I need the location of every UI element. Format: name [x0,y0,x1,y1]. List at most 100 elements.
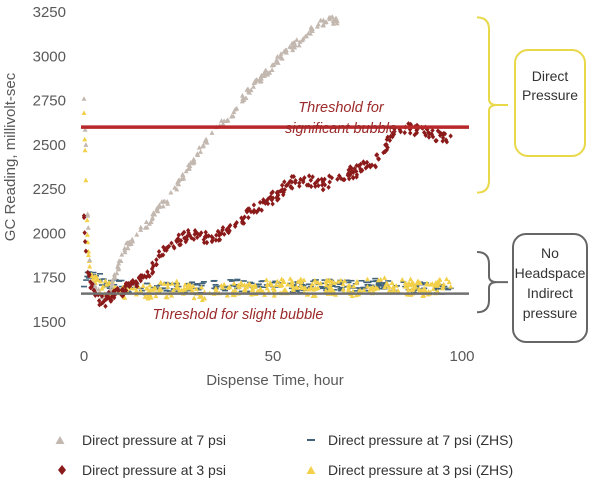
scatter-point [353,168,359,175]
scatter-point [227,279,234,281]
scatter-point [332,280,338,285]
scatter-point [373,164,378,170]
scatter-point [312,277,318,283]
scatter-point [248,87,254,93]
scatter-point [90,271,97,274]
plot-points [81,14,454,309]
scatter-point [264,282,270,287]
scatter-point [269,190,274,196]
scatter-point [134,283,140,289]
scatter-point [315,21,321,27]
scatter-point [446,279,452,285]
scatter-point [89,283,94,290]
scatter-point [422,129,427,136]
scatter-point [143,219,149,224]
scatter-point [160,252,166,258]
scatter-point [304,182,310,188]
scatter-point [122,249,128,255]
scatter-point [448,283,454,289]
scatter-point [274,278,280,284]
scatter-point [390,284,396,289]
scatter-point [358,279,365,282]
scatter-point [402,283,408,289]
scatter-point [85,213,91,218]
scatter-point [143,282,150,285]
scatter-point [323,282,329,288]
scatter-point [240,220,245,226]
scatter-point [258,280,265,283]
scatter-point [202,234,208,240]
scatter-point [298,283,304,288]
scatter-point [213,287,219,293]
scatter-point [445,288,452,291]
scatter-point [374,152,380,158]
scatter-point [348,279,355,282]
scatter-point [199,284,205,290]
scatter-point [344,279,351,282]
scatter-point [321,279,328,281]
scatter-point [189,235,194,241]
legend-label-7psi: Direct pressure at 7 psi [82,432,226,448]
scatter-point [353,280,359,286]
scatter-point [223,285,230,288]
scatter-point [234,278,241,281]
scatter-point [145,294,151,300]
scatter-point [395,288,401,293]
scatter-point [290,287,296,292]
scatter-point [305,283,312,286]
scatter-point [251,80,257,85]
scatter-point [164,198,170,204]
scatter-point [360,286,367,289]
scatter-point [290,47,296,53]
scatter-point [382,275,388,280]
scatter-point [376,156,382,162]
scatter-point [176,285,181,291]
scatter-point [191,158,197,163]
bracket-direct-path [476,16,498,194]
scatter-point [327,283,333,289]
bracket-no-headspace-label-3: Indirect [527,285,573,301]
scatter-point [217,230,222,236]
scatter-point [87,257,93,262]
scatter-point [256,206,262,212]
scatter-point [192,231,197,237]
scatter-point [138,275,143,282]
scatter-point [100,299,106,306]
scatter-point [225,285,231,290]
scatter-point [182,282,188,287]
scatter-point [428,282,434,287]
scatter-point [240,280,247,282]
scatter-point [84,217,90,223]
scatter-point [383,282,389,287]
scatter-point [127,283,132,290]
scatter-point [81,110,87,115]
scatter-point [178,287,184,293]
scatter-point [216,237,221,243]
scatter-point [372,277,379,280]
bracket-no-headspace-label-4: pressure [523,305,578,321]
legend-triangle-gray-icon [55,436,65,444]
scatter-point [358,161,363,167]
scatter-point [82,147,88,153]
scatter-point [193,283,200,286]
scatter-point [426,134,432,140]
scatter-point [154,285,161,287]
scatter-point [433,279,439,285]
scatter-point [293,177,298,184]
scatter-point [187,232,193,238]
scatter-point [365,163,370,169]
scatter-point [224,292,230,298]
scatter-point [269,282,275,287]
scatter-point [352,290,359,292]
scatter-point [315,279,321,285]
scatter-point [285,281,291,287]
scatter-point [199,282,206,285]
scatter-point [138,227,144,232]
scatter-point [400,281,407,283]
scatter-point [282,287,288,292]
scatter-point [430,127,435,134]
scatter-point [176,232,181,238]
scatter-point [338,175,344,182]
scatter-point [228,280,235,282]
scatter-point [319,287,326,290]
